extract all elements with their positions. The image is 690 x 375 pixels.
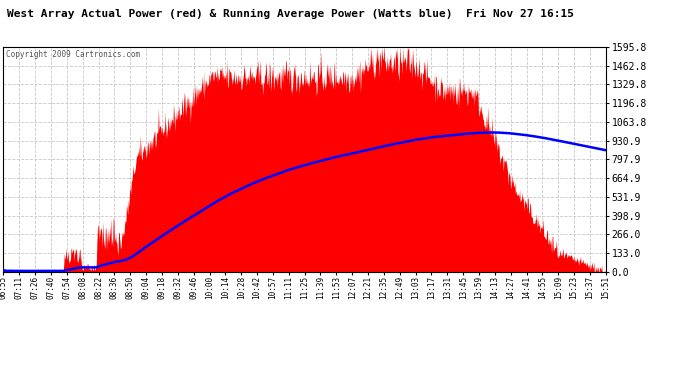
Text: Copyright 2009 Cartronics.com: Copyright 2009 Cartronics.com <box>6 50 141 59</box>
Text: West Array Actual Power (red) & Running Average Power (Watts blue)  Fri Nov 27 1: West Array Actual Power (red) & Running … <box>7 9 574 20</box>
